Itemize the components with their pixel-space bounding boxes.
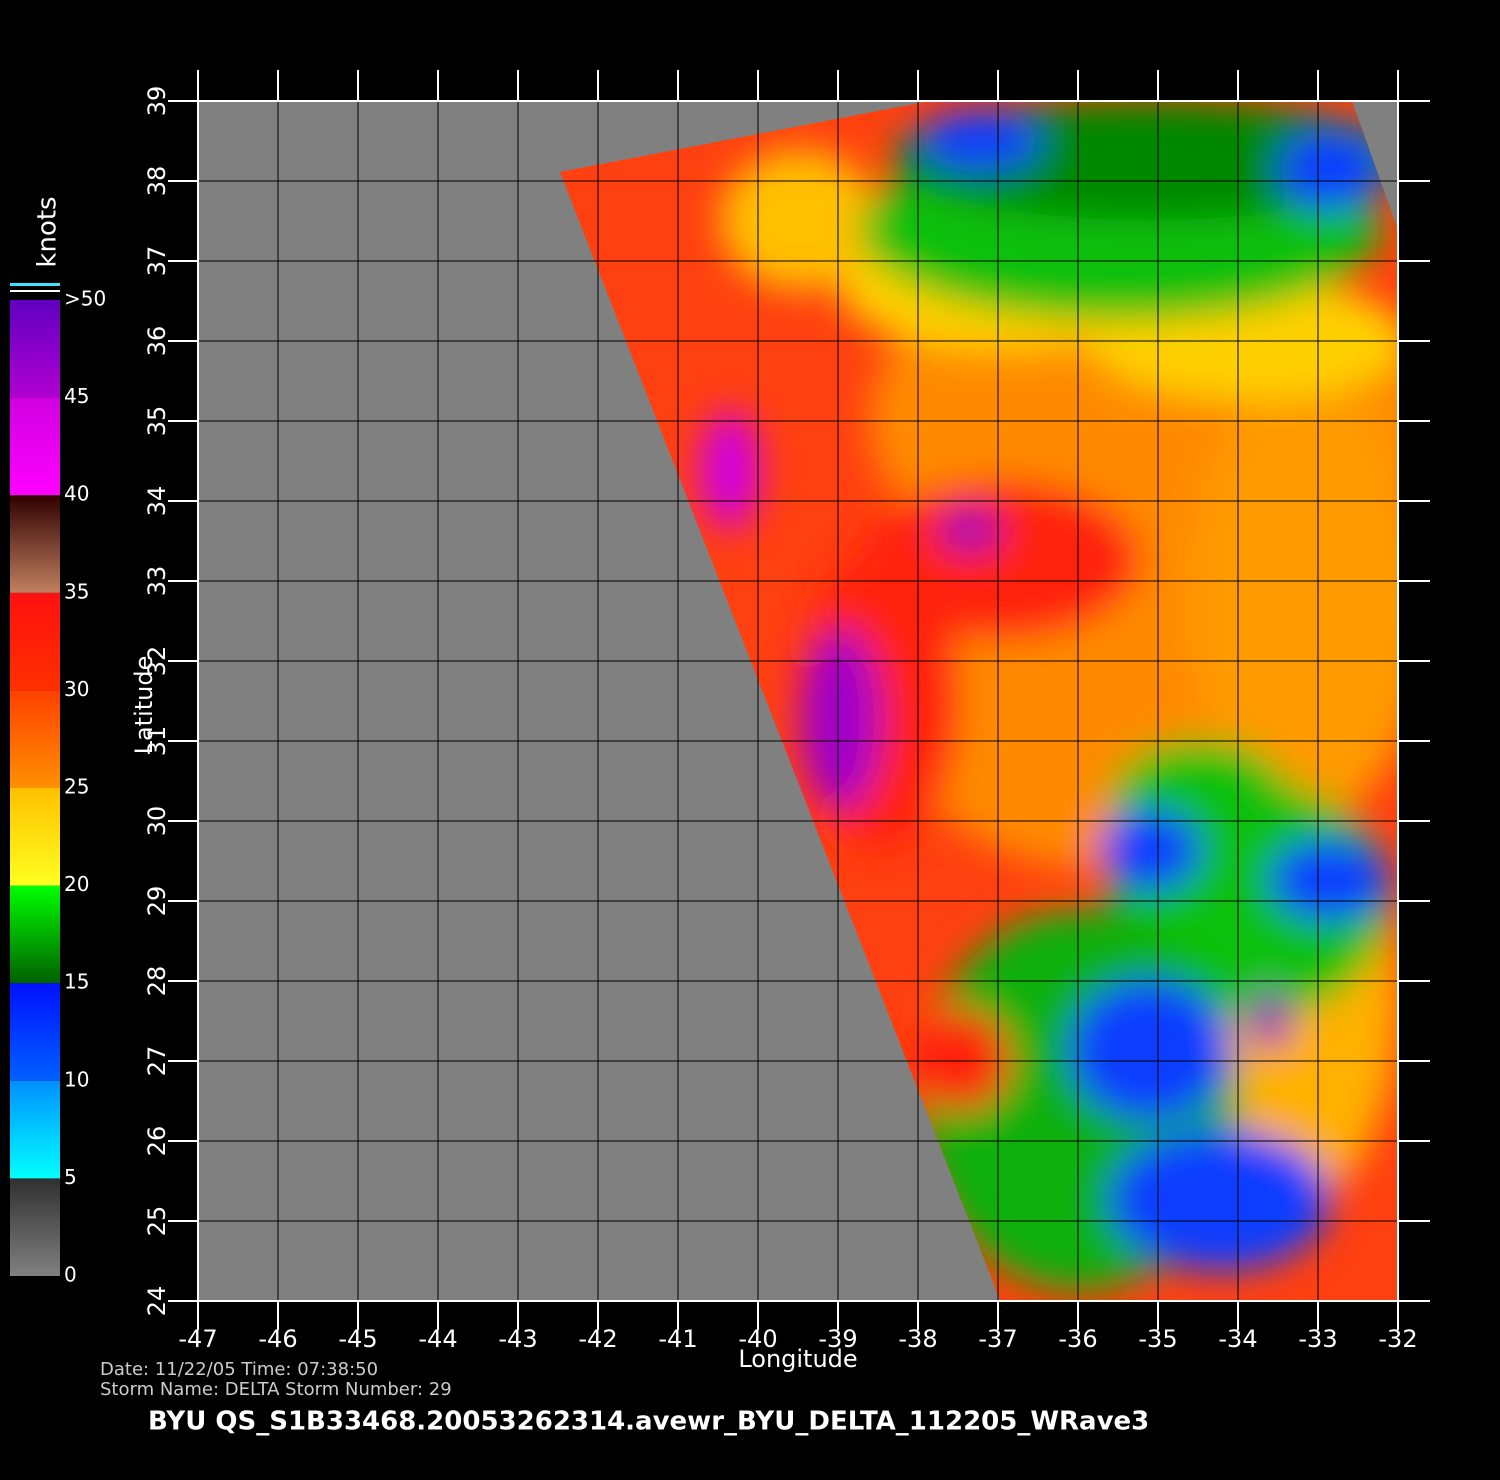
colorbar-segment [10, 397, 60, 496]
y-tick-label: 28 [143, 966, 171, 997]
grid [197, 100, 1399, 1302]
x-tick-label: -34 [1218, 1325, 1257, 1353]
x-tick-label: -43 [498, 1325, 537, 1353]
colorbar-tick-label: 20 [64, 872, 89, 896]
y-tick-label: 29 [143, 886, 171, 917]
colorbar-cap [10, 290, 60, 292]
x-tick-label: -47 [178, 1325, 217, 1353]
y-tick-label: 37 [143, 246, 171, 277]
colorbar-cap [10, 283, 60, 286]
colorbar-tick-label: 0 [64, 1263, 77, 1287]
y-tick-label: 36 [143, 326, 171, 357]
colorbar-segment [10, 885, 60, 984]
wind-swath [560, 101, 1398, 1300]
y-tick-label: 34 [143, 486, 171, 517]
y-tick-label: 31 [143, 726, 171, 757]
y-tick-label: 27 [143, 1046, 171, 1077]
colorbar-tick-label: 25 [64, 775, 89, 799]
x-tick-label: -42 [578, 1325, 617, 1353]
y-tick-label: 24 [143, 1286, 171, 1317]
y-tick-label: 38 [143, 166, 171, 197]
storm-line: Storm Name: DELTA Storm Number: 29 [100, 1379, 452, 1400]
x-tick-label: -33 [1298, 1325, 1337, 1353]
colorbar-segment [10, 690, 60, 788]
colorbar-segment [10, 1178, 60, 1276]
colorbar-segment [10, 495, 60, 593]
colorbar-tick-label: 5 [64, 1165, 77, 1189]
x-tick-label: -40 [738, 1325, 777, 1353]
colorbar-tick-label: 10 [64, 1067, 89, 1091]
colorbar-tick-label: 15 [64, 970, 89, 994]
colorbar-segment [10, 788, 60, 886]
x-tick-label: -39 [818, 1325, 857, 1353]
colorbar-segment [10, 1080, 60, 1179]
y-tick-label: 35 [143, 406, 171, 437]
colorbar-tick-label: 30 [64, 677, 89, 701]
x-tick-label: -44 [418, 1325, 457, 1353]
x-axis-label: Longitude [738, 1345, 857, 1373]
y-tick-label: 25 [143, 1206, 171, 1237]
colorbar-title: knots [33, 196, 63, 267]
x-tick-label: -46 [258, 1325, 297, 1353]
y-tick-label: 39 [143, 86, 171, 117]
y-axis-label: Latitude [130, 656, 158, 755]
x-tick-label: -38 [898, 1325, 937, 1353]
x-tick-label: -37 [978, 1325, 1017, 1353]
x-tick-label: -35 [1138, 1325, 1177, 1353]
colorbar-tick-label: 45 [64, 384, 89, 408]
colorbar-segment [10, 983, 60, 1081]
x-tick-label: -36 [1058, 1325, 1097, 1353]
y-tick-label: 26 [143, 1126, 171, 1157]
colorbar-segment [10, 300, 60, 398]
plot-frame [197, 100, 1399, 1302]
colorbar-segment [10, 592, 60, 691]
colorbar-tick-label: >50 [64, 287, 106, 311]
y-tick-label: 32 [143, 646, 171, 677]
date-line: Date: 11/22/05 Time: 07:38:50 [100, 1359, 378, 1380]
y-tick-label: 33 [143, 566, 171, 597]
y-tick-label: 30 [143, 806, 171, 837]
title: BYU QS_S1B33468.20053262314.avewr_BYU_DE… [148, 1407, 1149, 1437]
x-tick-label: -41 [658, 1325, 697, 1353]
x-tick-label: -32 [1378, 1325, 1417, 1353]
x-tick-label: -45 [338, 1325, 377, 1353]
colorbar-tick-label: 35 [64, 579, 89, 603]
colorbar-tick-label: 40 [64, 482, 89, 506]
